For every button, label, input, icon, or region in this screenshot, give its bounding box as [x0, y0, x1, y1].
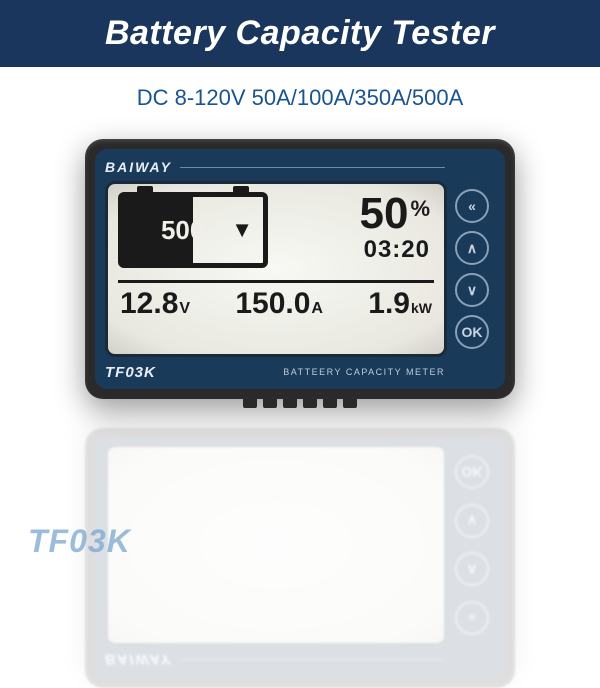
up-button[interactable]: ∧ [455, 231, 489, 265]
percent-block: 50 % 03:20 [276, 192, 434, 274]
chevron-left-icon: « [468, 198, 476, 214]
ok-label: OK [462, 324, 483, 340]
bottom-row: TF03K BATTEERY CAPACITY METER [105, 361, 495, 383]
footer-model-label: TF03K [28, 523, 131, 560]
brand-line [180, 167, 445, 168]
current-unit: A [311, 300, 323, 318]
discharge-arrow-icon: ▼ [231, 217, 253, 243]
bottom-grip [243, 399, 357, 408]
voltage-reading: 12.8 V [120, 287, 190, 321]
screen-and-buttons: 500 Ah ▼ 50 % 03:20 [105, 181, 495, 357]
button-column: « ∧ ∨ OK [455, 181, 495, 357]
power-value: 1.9 [368, 287, 410, 321]
ok-button[interactable]: OK [455, 315, 489, 349]
screen-top-row: 500 Ah ▼ 50 % 03:20 [118, 192, 434, 274]
faceplate: BAIWAY 500 Ah [95, 149, 505, 389]
current-value: 150.0 [235, 287, 310, 321]
power-reading: 1.9 kW [368, 287, 432, 321]
lcd-screen: 500 Ah ▼ 50 % 03:20 [105, 181, 447, 357]
device: BAIWAY 500 Ah [85, 139, 515, 399]
subheading: DC 8-120V 50A/100A/350A/500A [0, 85, 600, 111]
device-container: BAIWAY 500 Ah [0, 139, 600, 399]
battery-icon: 500 Ah ▼ [118, 192, 268, 268]
voltage-unit: V [179, 300, 190, 318]
back-button[interactable]: « [455, 189, 489, 223]
power-unit: kW [411, 300, 432, 316]
brand-row: BAIWAY [105, 157, 495, 177]
chevron-down-icon: ∨ [467, 282, 477, 299]
voltage-value: 12.8 [120, 287, 178, 321]
brand-logo: BAIWAY [105, 159, 172, 175]
percent-value: 50 % [359, 192, 430, 236]
readings-row: 12.8 V 150.0 A 1.9 kW [118, 287, 434, 321]
current-reading: 150.0 A [235, 287, 323, 321]
down-button[interactable]: ∨ [455, 273, 489, 307]
header-title: Battery Capacity Tester [105, 14, 495, 52]
capacity-value: 500 [161, 215, 204, 246]
capacity-unit: Ah [206, 226, 225, 242]
battery-capacity: 500 Ah [161, 215, 225, 246]
device-subtitle: BATTEERY CAPACITY METER [283, 367, 445, 377]
model-text: TF03K [105, 364, 156, 381]
screen-divider [118, 280, 434, 283]
chevron-up-icon: ∧ [467, 240, 477, 257]
time-value: 03:20 [364, 236, 430, 264]
percent-sign: % [410, 198, 430, 220]
battery-terminals [137, 186, 249, 193]
header-bar: Battery Capacity Tester [0, 0, 600, 67]
percent-number: 50 [359, 192, 408, 236]
